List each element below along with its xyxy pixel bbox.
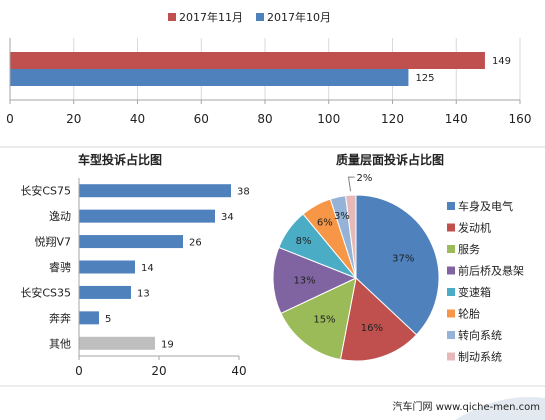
bar xyxy=(79,336,155,350)
source-watermark: 汽车门网 www.qiche-men.com xyxy=(393,396,545,420)
legend-label: 变速箱 xyxy=(458,285,491,299)
pie-value-label: 8% xyxy=(296,236,312,247)
legend-swatch xyxy=(447,352,455,361)
vehicle-bars: 38 长安CS75 34 逸动 26 悦翔V7 14 睿骋 13 长安CS35 5 奔奔 19 其他 xyxy=(20,184,249,351)
category-label: 逸动 xyxy=(49,210,71,223)
bar-value-label: 19 xyxy=(161,339,174,350)
category-label: 其他 xyxy=(49,337,71,350)
watermark-swoosh xyxy=(455,396,545,420)
legend-label: 制动系统 xyxy=(458,351,502,364)
legend-swatch xyxy=(447,309,455,318)
bar-value-label: 5 xyxy=(105,314,111,325)
x-tick-label: 140 xyxy=(445,112,468,126)
x-tick-label: 100 xyxy=(317,112,340,126)
bar-value-label: 125 xyxy=(415,73,434,84)
legend-swatch xyxy=(256,13,264,21)
pie-value-label: 16% xyxy=(361,323,383,334)
pie-value-labels: 37% 16% 15% 13% 8% 6%3% 2% xyxy=(293,173,414,334)
top-legend: 2017年11月 2017年10月 xyxy=(168,10,331,24)
legend-swatch xyxy=(447,223,455,232)
bar xyxy=(79,260,135,274)
legend-label: 车身及电气 xyxy=(458,199,513,213)
legend-label: 2017年10月 xyxy=(267,10,331,24)
pie-slice xyxy=(272,246,358,315)
x-tick-label: 60 xyxy=(194,112,209,126)
top-bar-chart: 2017年11月 2017年10月 149 125 0 20 40 60 80 100 120 1… xyxy=(6,10,531,126)
category-label: 长安CS75 xyxy=(20,184,71,198)
pie-value-label: 3% xyxy=(334,211,350,222)
bar-value-label: 38 xyxy=(237,187,250,198)
legend-swatch xyxy=(447,266,455,275)
vehicle-chart-title: 车型投诉占比图 xyxy=(78,152,162,167)
bar xyxy=(79,209,215,223)
pie-value-label: 37% xyxy=(392,254,414,265)
vehicle-complaint-chart: 车型投诉占比图 38 长安CS75 34 逸动 26 悦翔V7 14 睿骋 13 长安CS35 5 奔… xyxy=(20,152,249,378)
category-label: 睿骋 xyxy=(49,260,71,274)
legend-swatch xyxy=(447,245,455,253)
legend-label: 前后桥及悬架 xyxy=(458,264,524,278)
top-x-axis: 0 20 40 60 80 100 120 140 160 xyxy=(6,38,531,126)
category-label: 长安CS35 xyxy=(20,285,71,299)
x-tick-label: 20 xyxy=(66,112,81,126)
legend-label: 服务 xyxy=(458,243,480,256)
x-tick-label: 120 xyxy=(381,112,404,126)
bar xyxy=(10,69,409,86)
x-tick-label: 20 xyxy=(151,364,166,378)
bar xyxy=(79,311,99,325)
pie-slice xyxy=(355,194,440,336)
legend-label: 转向系统 xyxy=(458,328,502,342)
source-text: 汽车门网 www.qiche-men.com xyxy=(393,400,540,413)
pie-slice xyxy=(280,277,357,361)
legend-label: 发动机 xyxy=(458,221,491,235)
pie-value-label: 6% xyxy=(317,217,333,228)
bar-value-label: 14 xyxy=(141,263,154,274)
vehicle-x-axis: 0 20 40 xyxy=(75,178,247,378)
pie-value-label: 13% xyxy=(293,276,315,287)
legend-swatch xyxy=(447,288,455,296)
bar xyxy=(79,235,183,249)
category-label: 奔奔 xyxy=(49,312,71,325)
bar xyxy=(10,52,485,69)
pie-value-label: 15% xyxy=(313,315,335,326)
legend-label: 轮胎 xyxy=(458,307,480,321)
pie-slice xyxy=(339,277,418,362)
bar xyxy=(79,184,231,198)
leader-line xyxy=(347,176,355,192)
x-tick-label: 160 xyxy=(509,112,532,126)
bar-value-label: 26 xyxy=(189,238,202,249)
category-label: 悦翔V7 xyxy=(34,235,71,249)
x-tick-label: 0 xyxy=(6,112,14,126)
x-tick-label: 80 xyxy=(257,112,272,126)
top-bars: 149 125 xyxy=(10,52,511,86)
bar-value-label: 34 xyxy=(221,212,234,223)
quality-chart-title: 质量层面投诉占比图 xyxy=(336,152,444,167)
x-tick-label: 40 xyxy=(231,364,246,378)
quality-complaint-pie-chart: 质量层面投诉占比图 37% 16% 15% 13% 8% 6%3% 2% 车身及电气发动机服… xyxy=(272,152,524,364)
x-tick-label: 0 xyxy=(75,364,83,378)
legend-swatch xyxy=(447,331,455,339)
bar xyxy=(79,285,131,299)
pie-slices xyxy=(272,194,440,362)
pie-slice xyxy=(345,194,357,279)
legend-swatch xyxy=(168,13,176,21)
x-tick-label: 40 xyxy=(130,112,145,126)
legend-label: 2017年11月 xyxy=(179,10,243,24)
bar-value-label: 149 xyxy=(492,56,511,67)
legend-swatch xyxy=(447,202,455,210)
pie-value-label: 2% xyxy=(357,173,373,184)
bar-value-label: 13 xyxy=(137,288,150,299)
